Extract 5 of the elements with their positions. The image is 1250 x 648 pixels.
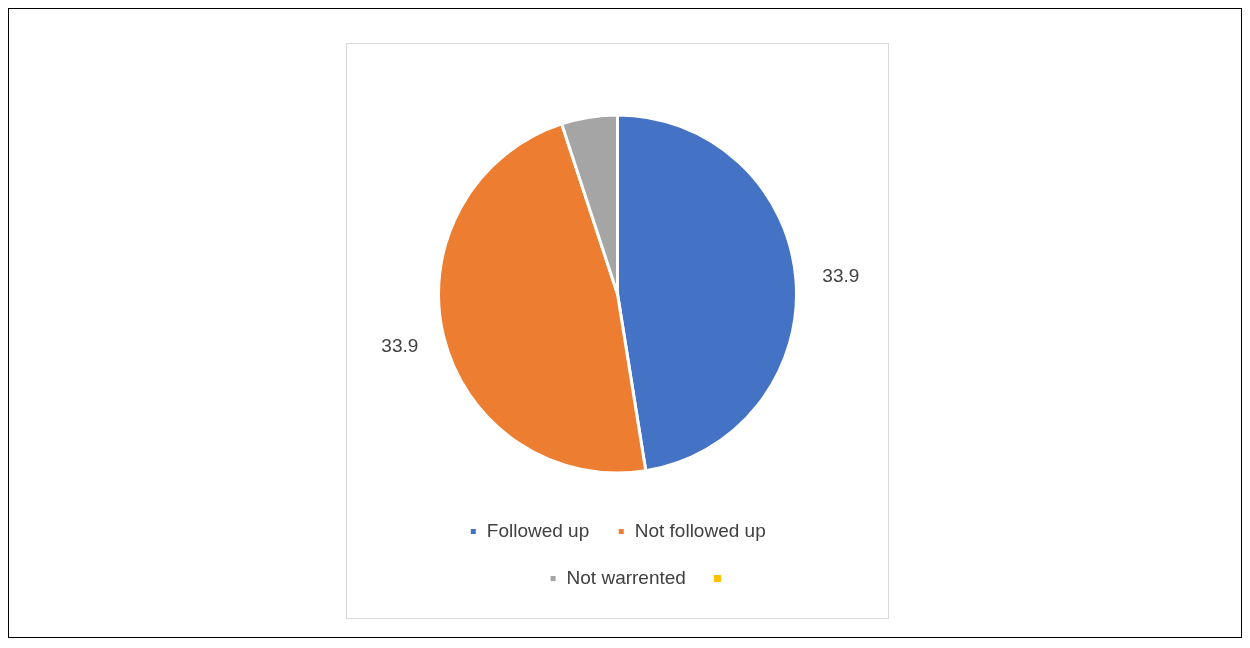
data-label: 33.9 <box>381 334 419 356</box>
legend-label: Not warrented <box>566 566 686 588</box>
legend-label: Followed up <box>486 519 590 541</box>
data-label: 33.9 <box>822 264 860 286</box>
legend-label: Not followed up <box>634 519 766 541</box>
